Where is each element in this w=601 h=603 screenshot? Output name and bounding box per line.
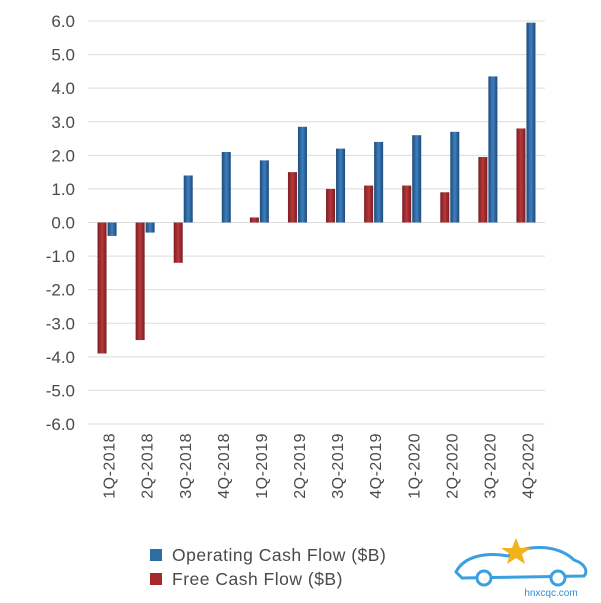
x-tick-label: 4Q-2020: [521, 433, 538, 499]
x-tick-label: 2Q-2019: [292, 433, 309, 499]
x-tick-label: 4Q-2018: [216, 433, 233, 499]
y-tick-label: -5.0: [46, 381, 75, 400]
free-cash-flow-bar: [516, 128, 526, 223]
y-tick-label: 1.0: [51, 180, 75, 199]
y-tick-label: -3.0: [46, 314, 75, 333]
free-cash-flow-bar: [287, 172, 297, 223]
y-tick-label: -1.0: [46, 247, 75, 266]
x-tick-label: 2Q-2020: [444, 433, 461, 499]
legend-item-operating: Operating Cash Flow ($B): [150, 543, 386, 567]
free-cash-flow-bar: [173, 222, 183, 263]
y-axis: 6.0 5.0 4.0 3.0 2.0 1.0 0.0 -1.0 -2.0 -3.0 -4.0 -5.…: [46, 12, 75, 434]
operating-cash-flow-bar: [336, 148, 346, 223]
operating-cash-flow-bar: [488, 76, 498, 223]
x-tick-label: 4Q-2019: [368, 433, 385, 499]
free-cash-flow-bar: [402, 185, 412, 223]
legend: Operating Cash Flow ($B) Free Cash Flow …: [150, 543, 386, 591]
legend-label-free: Free Cash Flow ($B): [172, 568, 343, 589]
operating-cash-flow-bar: [259, 160, 269, 223]
watermark-text: hnxcqc.com: [524, 588, 577, 599]
operating-cash-flow-bar: [107, 222, 117, 236]
x-tick-label: 3Q-2020: [482, 433, 499, 499]
y-tick-label: 5.0: [51, 46, 75, 65]
y-tick-label: 3.0: [51, 113, 75, 132]
operating-cash-flow-bar: [450, 131, 460, 223]
y-tick-label: 6.0: [51, 12, 75, 31]
y-tick-label: 4.0: [51, 79, 75, 98]
free-swatch: [150, 573, 162, 585]
grid-lines: [88, 20, 545, 425]
free-cash-flow-bar: [249, 217, 259, 223]
free-cash-flow-bar: [364, 185, 374, 223]
cash-flow-chart: 6.0 5.0 4.0 3.0 2.0 1.0 0.0 -1.0 -2.0 -3.0 -4.0 -5.…: [46, 12, 545, 499]
watermark-logo: hnxcqc.com: [454, 538, 588, 599]
operating-cash-flow-bar: [526, 22, 536, 223]
bars: [97, 22, 536, 354]
x-axis: 1Q-2018 2Q-2018 3Q-2018 4Q-2018 1Q-2019 2Q-20…: [102, 433, 538, 499]
free-cash-flow-bar: [97, 222, 107, 354]
x-tick-label: 1Q-2018: [102, 433, 119, 499]
free-cash-flow-bar: [440, 192, 450, 223]
legend-label-operating: Operating Cash Flow ($B): [172, 544, 387, 565]
operating-cash-flow-bar: [183, 175, 193, 223]
free-cash-flow-bar: [135, 222, 145, 341]
legend-item-free: Free Cash Flow ($B): [150, 567, 386, 591]
operating-swatch: [150, 549, 162, 561]
x-tick-label: 3Q-2018: [178, 433, 195, 499]
y-tick-label: 2.0: [51, 146, 75, 165]
free-cash-flow-bar: [478, 157, 488, 223]
free-cash-flow-bar: [326, 188, 336, 223]
operating-cash-flow-bar: [374, 141, 384, 223]
y-tick-label: -4.0: [46, 348, 75, 367]
operating-cash-flow-bar: [221, 151, 231, 223]
y-tick-label: -6.0: [46, 415, 75, 434]
operating-cash-flow-bar: [297, 126, 307, 223]
y-tick-label: 0.0: [51, 214, 75, 233]
operating-cash-flow-bar: [145, 222, 155, 233]
x-tick-label: 1Q-2019: [254, 433, 271, 499]
x-tick-label: 3Q-2019: [330, 433, 347, 499]
x-tick-label: 1Q-2020: [406, 433, 423, 499]
operating-cash-flow-bar: [412, 135, 422, 223]
x-tick-label: 2Q-2018: [140, 433, 157, 499]
y-tick-label: -2.0: [46, 281, 75, 300]
